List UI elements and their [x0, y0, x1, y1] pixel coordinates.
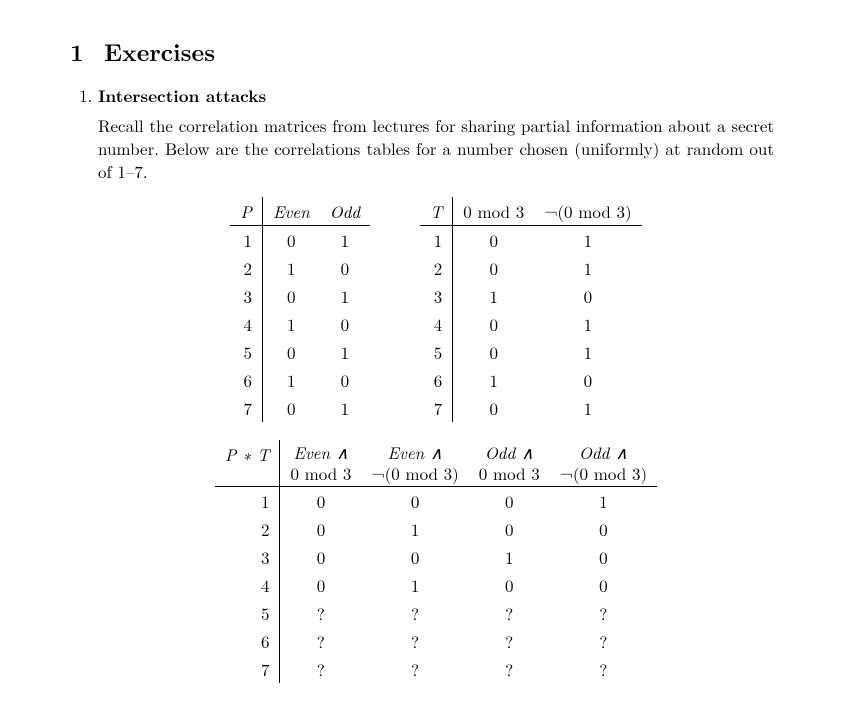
- table-row: 6 1 0: [230, 366, 370, 394]
- section-heading: 1Exercises: [70, 35, 774, 69]
- table-row: 6 ? ? ? ?: [215, 627, 657, 655]
- table-row: 4 0 1 0 0: [215, 571, 657, 599]
- table-t-head-notmod: ¬(0 mod 3): [534, 197, 641, 226]
- table-row: 5 0 1: [420, 338, 641, 366]
- table-row: 2 0 1: [420, 254, 641, 282]
- table-pt-head-c1: Even ∧ 0 mod 3: [280, 440, 361, 487]
- table-pt-head-c4: Odd ∧ ¬(0 mod 3): [550, 440, 657, 487]
- table-t-head-mod: 0 mod 3: [453, 197, 534, 226]
- table-row: 7 ? ? ? ?: [215, 655, 657, 683]
- table-row: 2 0 1 0 0: [215, 515, 657, 543]
- exercise-item: Intersection attacks Recall the correlat…: [98, 83, 774, 683]
- table-p-head-p: P: [230, 197, 262, 226]
- table-row: 2 1 0: [230, 254, 370, 282]
- exercise-intro: Recall the correlation matrices from lec…: [98, 114, 774, 183]
- table-p-head-odd: Odd: [320, 197, 370, 226]
- table-row: 6 1 0: [420, 366, 641, 394]
- table-row: 3 0 1: [230, 282, 370, 310]
- table-row: 7 0 1: [420, 394, 641, 422]
- exercise-title: Intersection attacks: [98, 84, 266, 108]
- table-row: 4 1 0: [230, 310, 370, 338]
- table-row: 4 0 1: [420, 310, 641, 338]
- table-pt: P ∗ T Even ∧ 0 mod 3 Even ∧ ¬(0 mod 3) O…: [215, 440, 657, 684]
- table-p: P Even Odd 1 0 1 2 1 0 3 0 1: [230, 197, 370, 422]
- table-pt-head-c3: Odd ∧ 0 mod 3: [469, 440, 550, 487]
- table-row: 1 0 0 0 1: [215, 487, 657, 516]
- table-row: 3 1 0: [420, 282, 641, 310]
- table-row: 3 0 0 1 0: [215, 543, 657, 571]
- table-p-head-even: Even: [262, 197, 319, 226]
- section-title: Exercises: [104, 35, 215, 69]
- table-t: T 0 mod 3 ¬(0 mod 3) 1 0 1 2 0 1 3 1: [420, 197, 641, 422]
- table-row: 1 0 1: [420, 225, 641, 254]
- table-pt-head-c2: Even ∧ ¬(0 mod 3): [361, 440, 468, 487]
- table-row: 1 0 1: [230, 225, 370, 254]
- table-row: 5 ? ? ? ?: [215, 599, 657, 627]
- section-number: 1: [70, 35, 104, 69]
- table-t-head-t: T: [420, 197, 453, 226]
- table-row: 7 0 1: [230, 394, 370, 422]
- table-row: 5 0 1: [230, 338, 370, 366]
- table-pt-head-pt: P ∗ T: [215, 440, 280, 487]
